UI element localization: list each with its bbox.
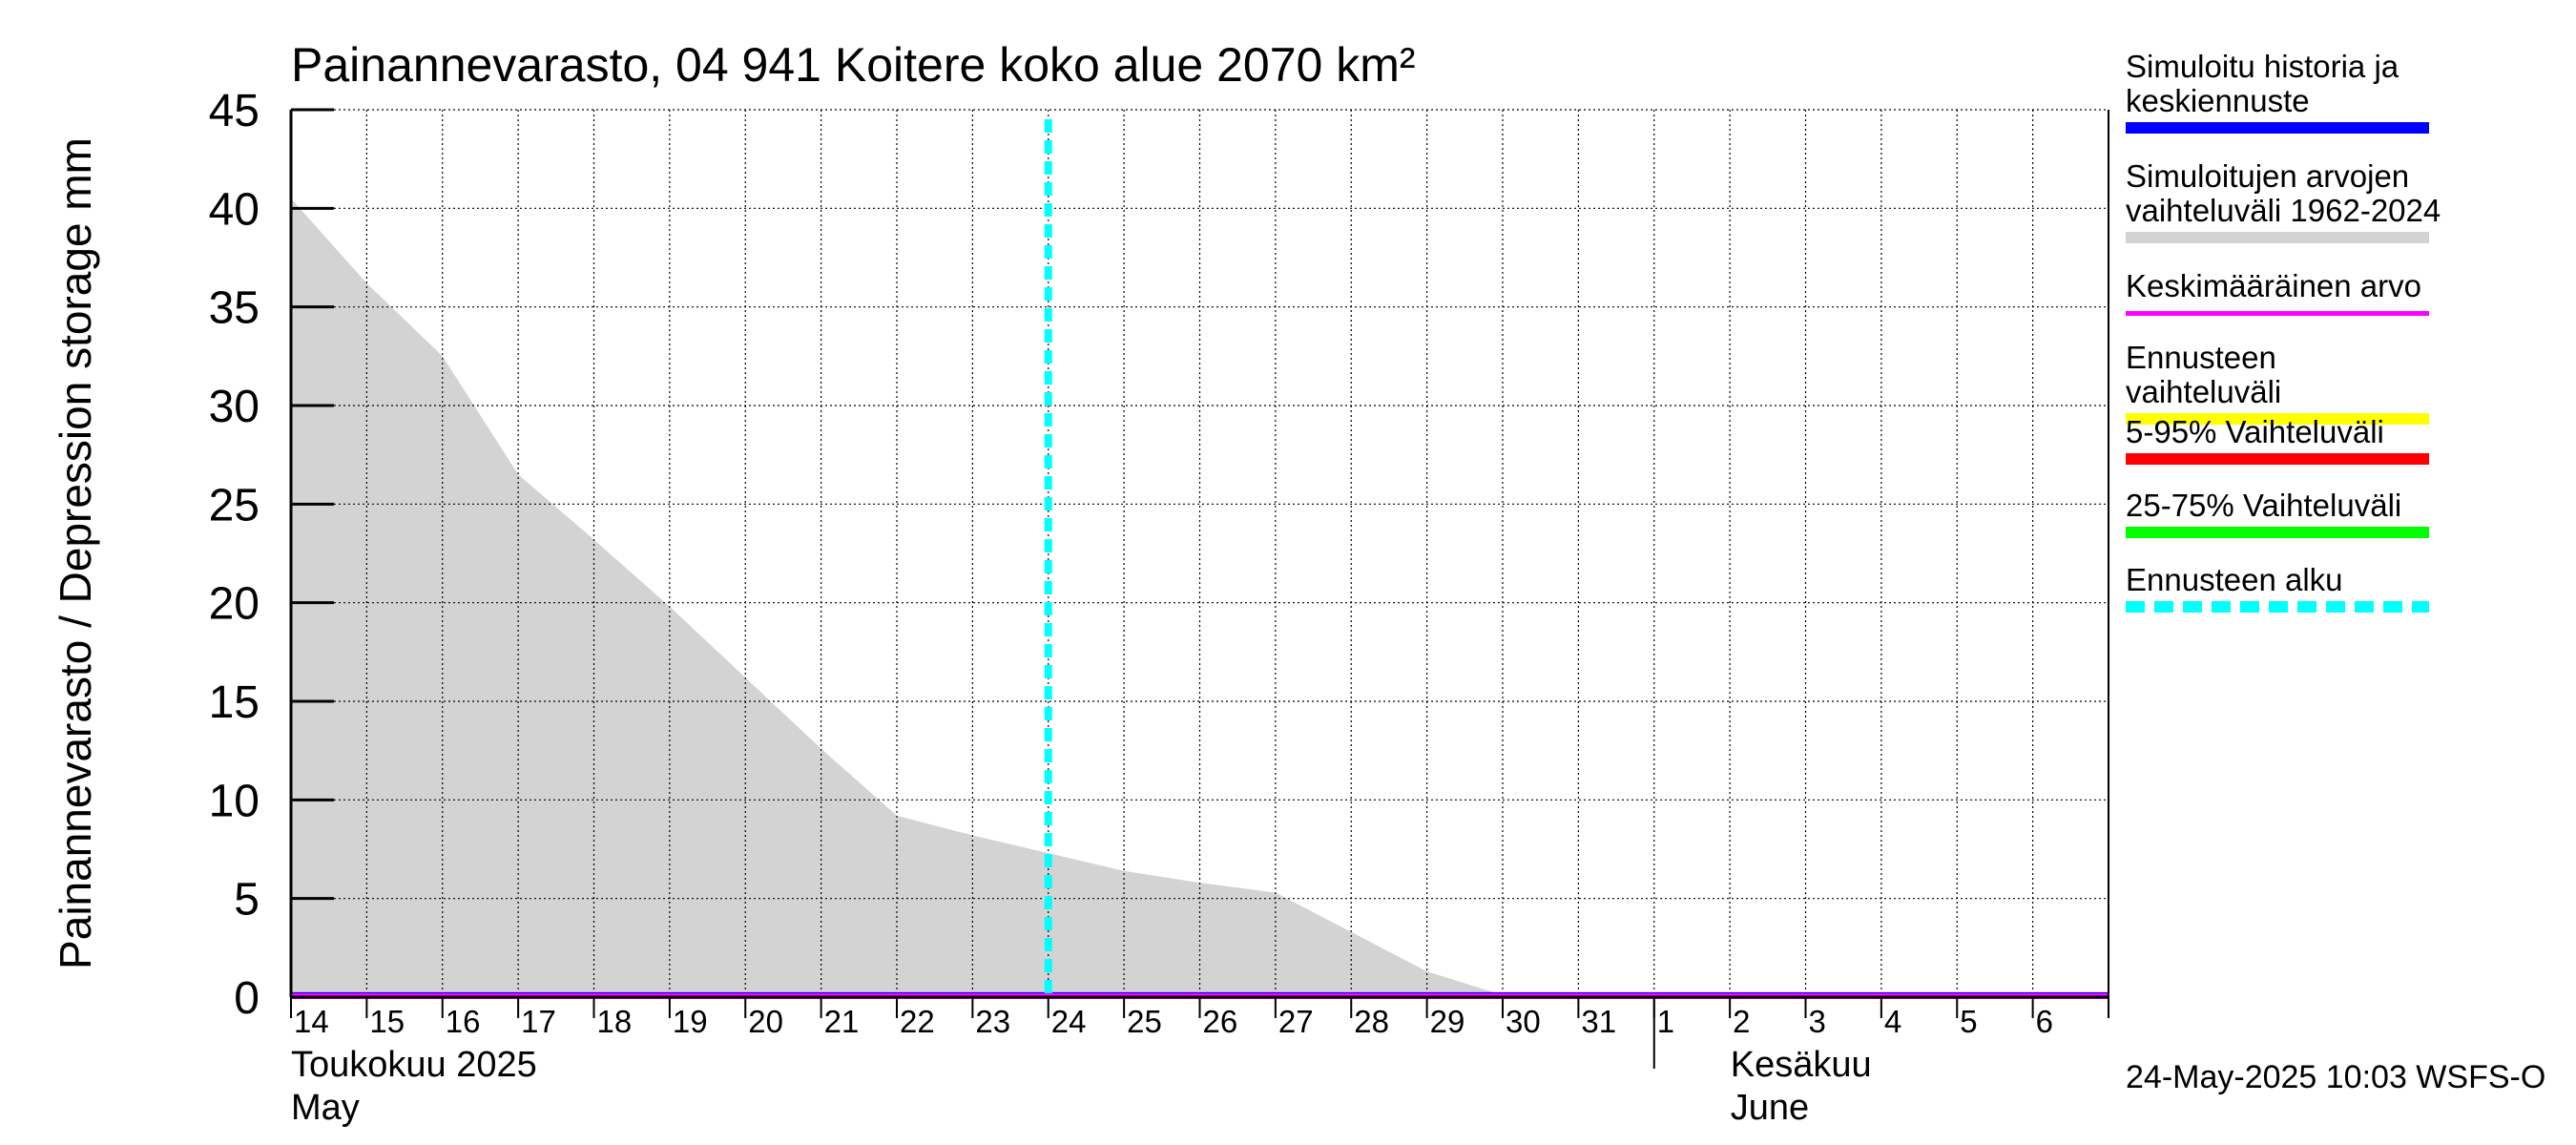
y-tick-label: 35: [209, 283, 260, 334]
legend-item: Simuloitu historia ja keskiennuste: [2126, 50, 2441, 134]
legend-item: Ennusteen vaihteluväli: [2126, 341, 2441, 425]
legend-item: 25-75% Vaihteluväli: [2126, 489, 2441, 538]
legend-item-swatch: [2126, 413, 2429, 425]
y-tick-label: 15: [209, 677, 260, 728]
chart-title: Painannevarasto, 04 941 Koitere koko alu…: [291, 38, 1416, 92]
x-tick-label: 30: [1506, 1004, 1541, 1039]
y-tick-label: 30: [209, 382, 260, 432]
month-label-fi: Toukokuu 2025: [291, 1045, 537, 1085]
x-tick-label: 14: [294, 1004, 329, 1039]
legend-item-label: Ennusteen alku: [2126, 562, 2343, 597]
legend-item-swatch: [2126, 601, 2429, 613]
y-tick-label: 0: [234, 973, 260, 1024]
x-tick-label: 4: [1884, 1004, 1901, 1039]
x-tick-label: 16: [446, 1004, 481, 1039]
legend-item: Ennusteen alku: [2126, 563, 2441, 613]
y-tick-label: 25: [209, 480, 260, 531]
y-tick-label: 45: [209, 86, 260, 136]
legend-item-label: Simuloitujen arvojen vaihteluväli 1962-2…: [2126, 158, 2441, 228]
legend-item-swatch: [2126, 122, 2429, 134]
footer-stamp: 24-May-2025 10:03 WSFS-O: [2126, 1059, 2546, 1095]
x-tick-label: 25: [1127, 1004, 1162, 1039]
x-tick-label: 1: [1657, 1004, 1674, 1039]
x-tick-label: 6: [2036, 1004, 2053, 1039]
x-tick-label: 22: [900, 1004, 935, 1039]
legend-item-label: 25-75% Vaihteluväli: [2126, 488, 2402, 523]
legend-item: 5-95% Vaihteluväli: [2126, 415, 2441, 465]
x-tick-label: 23: [975, 1004, 1010, 1039]
y-axis-label: Painannevarasto / Depression storage mm: [51, 137, 100, 969]
month-label-fi: Kesäkuu: [1731, 1045, 1872, 1085]
x-tick-label: 18: [597, 1004, 633, 1039]
legend-item-swatch: [2126, 232, 2429, 243]
x-tick-label: 31: [1581, 1004, 1616, 1039]
legend-item-label: 5-95% Vaihteluväli: [2126, 414, 2384, 449]
legend-item-label: Keskimääräinen arvo: [2126, 268, 2421, 303]
x-tick-label: 21: [824, 1004, 860, 1039]
x-tick-label: 5: [1960, 1004, 1977, 1039]
legend-item-swatch: [2126, 453, 2429, 465]
x-tick-label: 3: [1809, 1004, 1826, 1039]
legend-item: Simuloitujen arvojen vaihteluväli 1962-2…: [2126, 159, 2450, 243]
x-tick-label: 2: [1733, 1004, 1750, 1039]
month-label-en: June: [1731, 1088, 1809, 1128]
x-tick-label: 17: [521, 1004, 556, 1039]
legend-item-label: Ennusteen vaihteluväli: [2126, 340, 2282, 409]
y-tick-label: 10: [209, 776, 260, 826]
y-tick-label: 20: [209, 579, 260, 630]
month-label-en: May: [291, 1088, 360, 1128]
x-tick-label: 28: [1354, 1004, 1389, 1039]
x-tick-label: 19: [673, 1004, 708, 1039]
x-tick-label: 27: [1278, 1004, 1314, 1039]
x-tick-label: 20: [748, 1004, 783, 1039]
x-tick-label: 15: [369, 1004, 405, 1039]
legend-item-label: Simuloitu historia ja keskiennuste: [2126, 49, 2399, 118]
x-tick-label: 26: [1203, 1004, 1238, 1039]
legend-item-swatch: [2126, 527, 2429, 538]
x-tick-label: 24: [1051, 1004, 1087, 1039]
legend-item-swatch: [2126, 311, 2429, 316]
y-tick-label: 40: [209, 184, 260, 235]
y-tick-label: 5: [234, 875, 260, 926]
legend-item: Keskimääräinen arvo: [2126, 269, 2441, 316]
x-tick-label: 29: [1430, 1004, 1465, 1039]
